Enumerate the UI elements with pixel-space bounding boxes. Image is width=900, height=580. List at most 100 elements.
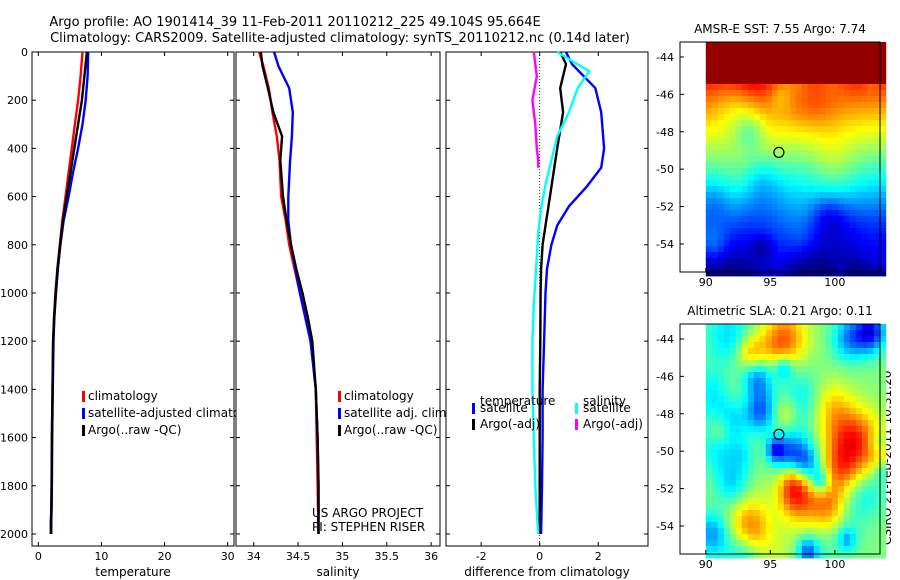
map-cell (801, 234, 809, 241)
map-cell (873, 474, 881, 481)
map-cell (717, 366, 725, 373)
map-cell (741, 198, 749, 205)
map-cell (849, 432, 857, 439)
map-cell (783, 156, 791, 163)
map-cell (753, 246, 761, 253)
map-cell (789, 210, 797, 217)
map-cell (867, 108, 875, 115)
map-cell (753, 468, 761, 475)
map-cell (765, 516, 773, 523)
map-cell (723, 108, 731, 115)
map-cell (825, 84, 833, 91)
map-cell (789, 126, 797, 133)
map-cell (795, 96, 803, 103)
map-cell (873, 438, 881, 445)
map-cell (873, 504, 881, 511)
map-cell (789, 432, 797, 439)
map-cell (855, 222, 863, 229)
map-cell (765, 378, 773, 385)
map-cell (747, 426, 755, 433)
map-cell (867, 150, 875, 157)
map-cell (873, 342, 881, 349)
map-cell (753, 66, 761, 73)
map-cell (723, 546, 731, 553)
map-cell (741, 534, 749, 541)
map-cell (717, 534, 725, 541)
map-cell (759, 72, 767, 79)
map-cell (795, 54, 803, 61)
map-cell (849, 138, 857, 145)
map-cell (807, 204, 815, 211)
map-cell (783, 246, 791, 253)
map-cell (855, 420, 863, 427)
map-cell (783, 528, 791, 535)
map-cell (825, 492, 833, 499)
map-cell (813, 132, 821, 139)
map-cell (723, 456, 731, 463)
map-cell (879, 132, 887, 139)
map-cell (759, 270, 767, 277)
map-cell (843, 156, 851, 163)
map-cell (747, 540, 755, 547)
map-cell (867, 222, 875, 229)
map-cell (849, 174, 857, 181)
map-cell (717, 426, 725, 433)
map-cell (777, 180, 785, 187)
map-cell (813, 450, 821, 457)
map-cell (843, 420, 851, 427)
map-cell (813, 186, 821, 193)
map-cell (741, 336, 749, 343)
map-cell (729, 204, 737, 211)
map-cell (849, 228, 857, 235)
map-cell (807, 360, 815, 367)
map-cell (717, 156, 725, 163)
map-cell (861, 84, 869, 91)
map-cell (789, 144, 797, 151)
salinity-profile-legend-label: Argo(..raw -QC) (344, 423, 437, 437)
map-cell (819, 450, 827, 457)
map-cell (825, 390, 833, 397)
map-cell (729, 60, 737, 67)
map-cell (783, 552, 791, 559)
map-cell (711, 408, 719, 415)
map-cell (855, 42, 863, 49)
map-cell (735, 180, 743, 187)
map-cell (807, 174, 815, 181)
map-cell (873, 108, 881, 115)
map-cell (771, 120, 779, 127)
map-cell (831, 48, 839, 55)
map-cell (849, 390, 857, 397)
map-cell (855, 108, 863, 115)
map-cell (867, 78, 875, 85)
map-cell (861, 498, 869, 505)
map-cell (813, 390, 821, 397)
map-cell (879, 336, 887, 343)
map-cell (867, 444, 875, 451)
map-cell (843, 522, 851, 529)
map-cell (801, 468, 809, 475)
map-cell (741, 504, 749, 511)
map-cell (801, 420, 809, 427)
map-cell (873, 162, 881, 169)
map-cell (879, 486, 887, 493)
map-cell (717, 120, 725, 127)
map-cell (771, 150, 779, 157)
map-cell (819, 348, 827, 355)
map-cell (867, 198, 875, 205)
map-cell (873, 408, 881, 415)
map-cell (753, 228, 761, 235)
map-cell (843, 444, 851, 451)
map-cell (723, 42, 731, 49)
map-cell (795, 144, 803, 151)
map-cell (855, 168, 863, 175)
map-cell (729, 132, 737, 139)
map-cell (741, 330, 749, 337)
map-cell (723, 186, 731, 193)
map-cell (795, 528, 803, 535)
map-cell (759, 438, 767, 445)
map-cell (789, 198, 797, 205)
map-cell (837, 492, 845, 499)
map-cell (825, 60, 833, 67)
map-cell (801, 174, 809, 181)
map-cell (711, 402, 719, 409)
